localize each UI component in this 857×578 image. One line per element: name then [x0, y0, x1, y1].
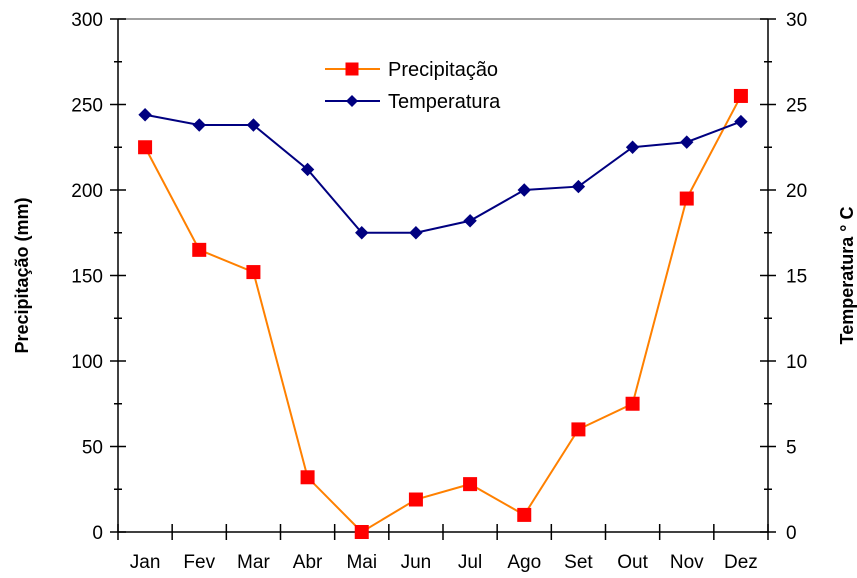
right-tick-label: 30 — [786, 10, 807, 31]
data-point — [300, 470, 315, 485]
data-point — [355, 226, 369, 240]
right-tick-label: 5 — [786, 438, 797, 459]
data-point — [138, 140, 153, 155]
left-tick-label: 150 — [71, 267, 103, 288]
data-point — [246, 118, 261, 132]
series-temperature — [138, 108, 748, 240]
right-tick-label: 20 — [786, 181, 807, 202]
data-point — [408, 492, 423, 507]
data-point — [192, 118, 206, 132]
x-tick-label: Fev — [183, 552, 215, 573]
legend-label: Precipitação — [388, 59, 498, 81]
data-point — [680, 135, 694, 149]
legend-marker — [346, 95, 358, 107]
data-point — [625, 396, 640, 411]
right-tick-label: 10 — [786, 352, 807, 373]
x-tick-label: Jan — [130, 552, 161, 573]
x-tick-label: Jun — [401, 552, 432, 573]
series-line — [144, 113, 742, 234]
data-point — [463, 214, 477, 228]
data-point — [733, 88, 748, 103]
x-tick-label: Ago — [507, 552, 541, 573]
x-tick-label: Abr — [293, 552, 323, 573]
data-point — [625, 140, 640, 154]
data-point — [571, 179, 586, 194]
data-point — [679, 191, 694, 206]
right-tick-label: 15 — [786, 267, 807, 288]
right-tick-label: 0 — [786, 523, 797, 544]
axes-layer: 0 50 100 150 200 250 300 0 5 10 15 20 25 30 Jan Fev Mar A… — [12, 10, 857, 573]
left-tick-label: 0 — [92, 523, 103, 544]
x-tick-label: Mai — [346, 552, 377, 573]
data-point — [138, 108, 152, 122]
legend-entry: Temperatura — [325, 91, 501, 113]
x-tick-label: Jul — [458, 552, 482, 573]
data-point — [734, 114, 748, 129]
left-tick-label: 300 — [71, 10, 103, 31]
data-point — [300, 162, 315, 177]
legend-marker — [345, 62, 359, 76]
x-tick-label: Set — [564, 552, 593, 573]
data-point — [246, 265, 261, 280]
left-tick-label: 50 — [82, 438, 103, 459]
series-line — [144, 95, 742, 534]
data-point — [354, 525, 369, 539]
series-layer — [138, 88, 748, 539]
left-axis-title: Precipitação (mm) — [12, 197, 32, 353]
legend-label: Temperatura — [388, 91, 501, 113]
left-tick-label: 200 — [71, 181, 103, 202]
legend-entry: Precipitação — [325, 59, 498, 81]
data-point — [409, 226, 423, 240]
left-tick-label: 100 — [71, 352, 103, 373]
right-tick-label: 25 — [786, 96, 807, 117]
left-tick-label: 250 — [71, 96, 103, 117]
series-precipitation — [138, 88, 748, 539]
data-point — [192, 242, 207, 257]
x-tick-label: Out — [617, 552, 648, 573]
right-axis-title: Temperatura ° C — [837, 207, 857, 345]
x-tick-label: Nov — [670, 552, 704, 573]
legend: Precipitação Temperatura — [325, 59, 501, 113]
data-point — [463, 477, 478, 492]
x-tick-label: Mar — [237, 552, 270, 573]
x-tick-label: Dez — [724, 552, 758, 573]
data-point — [571, 422, 586, 437]
data-point — [517, 183, 531, 197]
data-point — [517, 507, 532, 522]
